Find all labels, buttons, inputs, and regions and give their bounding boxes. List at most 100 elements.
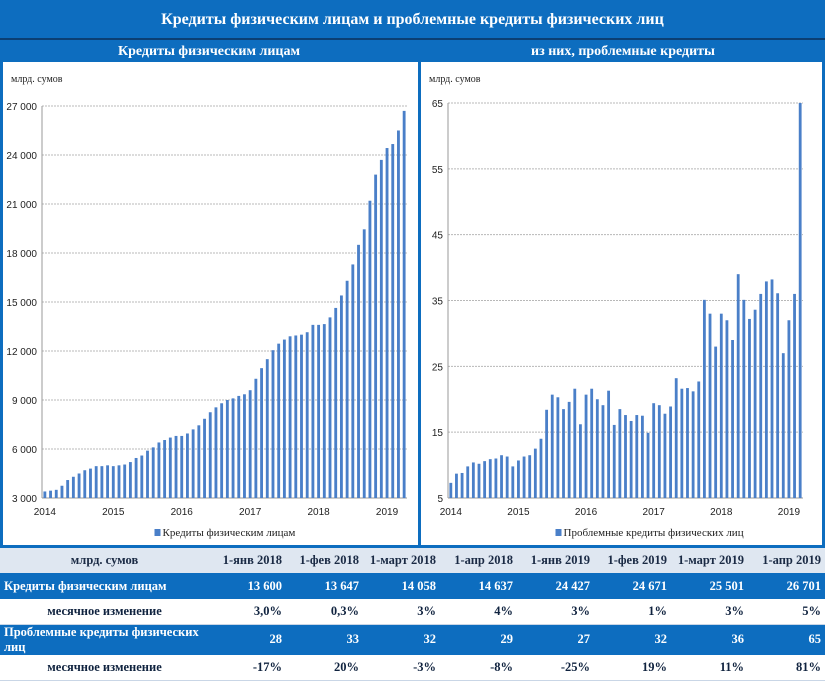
bar bbox=[629, 420, 633, 498]
x-tick-label: 2015 bbox=[102, 507, 125, 518]
bar bbox=[562, 409, 565, 498]
y-tick-label: 55 bbox=[432, 165, 444, 176]
bar bbox=[488, 459, 492, 498]
bar bbox=[680, 388, 684, 498]
bar bbox=[151, 447, 155, 498]
y-tick-label: 3 000 bbox=[12, 494, 37, 505]
table-cell: 13 600 bbox=[247, 578, 282, 593]
bar bbox=[123, 464, 127, 498]
bar bbox=[731, 340, 734, 498]
bar bbox=[214, 407, 218, 498]
bar bbox=[674, 378, 678, 498]
bar bbox=[528, 455, 532, 498]
table-cell: 0,3% bbox=[330, 603, 359, 618]
loans-chart: млрд. сумов 3 000 6 000 9 000 12 000 15 000 18… bbox=[6, 74, 407, 539]
table-cell: 27 bbox=[577, 632, 591, 647]
bar bbox=[607, 390, 611, 498]
bar bbox=[770, 279, 774, 498]
bar bbox=[584, 394, 588, 498]
bar bbox=[260, 368, 263, 498]
bar bbox=[357, 244, 360, 498]
bar bbox=[550, 394, 554, 498]
table-cell: -3% bbox=[413, 659, 436, 674]
bar bbox=[500, 455, 503, 498]
bar bbox=[624, 415, 627, 498]
problem-loans-chart: млрд. сумов 5 15 25 35 45 55 65 2014 2015 2016 2017… bbox=[429, 74, 803, 539]
bar bbox=[402, 110, 406, 498]
table-cell: 20% bbox=[334, 659, 359, 674]
loans-chart-panel: млрд. сумов 3 000 6 000 9 000 12 000 15 000 18… bbox=[3, 62, 418, 545]
table-cell: -25% bbox=[560, 659, 590, 674]
bar bbox=[471, 462, 475, 498]
problem-loans-chart-panel: млрд. сумов 5 15 25 35 45 55 65 2014 2015 2016 2017… bbox=[421, 62, 822, 545]
bar bbox=[663, 413, 667, 498]
bar bbox=[691, 391, 695, 498]
y-tick-label: 6 000 bbox=[12, 445, 37, 456]
x-tick-label: 2019 bbox=[778, 507, 801, 518]
bar bbox=[466, 466, 470, 498]
bar bbox=[455, 473, 458, 498]
bar bbox=[54, 489, 58, 498]
bar bbox=[397, 130, 400, 498]
bar bbox=[208, 412, 212, 498]
bar bbox=[601, 405, 605, 498]
bar bbox=[248, 390, 252, 498]
bar bbox=[719, 313, 723, 498]
bar bbox=[567, 401, 571, 498]
row-label: Проблемные кредиты физических лиц bbox=[4, 624, 199, 654]
y-axis-unit: млрд. сумов bbox=[429, 74, 481, 85]
bar bbox=[186, 433, 189, 498]
bar bbox=[128, 462, 132, 498]
y-tick-label: 45 bbox=[432, 231, 444, 242]
legend-swatch bbox=[555, 529, 562, 536]
bar bbox=[83, 470, 87, 498]
dashboard-title: Кредиты физическим лицам и проблемные кр… bbox=[0, 0, 825, 40]
bar bbox=[60, 485, 64, 498]
row-label: млрд. сумов bbox=[70, 553, 139, 568]
bar bbox=[305, 332, 309, 498]
bar bbox=[511, 466, 515, 498]
table-cell: 11% bbox=[719, 659, 744, 674]
table-row: месячное изменение 3,0% 0,3% 3% 4% 3% 1% 3% 5% bbox=[0, 598, 825, 625]
table-cell: 5% bbox=[802, 603, 821, 618]
bar bbox=[168, 437, 172, 498]
bar bbox=[652, 403, 656, 498]
table-row: месячное изменение -17% 20% -3% -8% -25% 19% 11… bbox=[0, 654, 825, 681]
bar bbox=[180, 435, 184, 498]
bar bbox=[787, 320, 791, 498]
bar bbox=[89, 468, 92, 498]
table-row: Кредиты физическим лицам 13 600 13 647 14 0… bbox=[0, 573, 825, 599]
bar bbox=[106, 465, 110, 498]
bar bbox=[334, 307, 338, 498]
x-tick-label: 2018 bbox=[307, 507, 330, 518]
bar bbox=[483, 461, 487, 498]
bar bbox=[590, 388, 594, 498]
right-chart-title: из них, проблемные кредиты bbox=[531, 44, 715, 59]
table-cell: 1-янв 2019 bbox=[530, 553, 590, 568]
table-cell: 3% bbox=[571, 603, 590, 618]
bar bbox=[669, 406, 672, 498]
bar bbox=[237, 395, 241, 498]
x-tick-label: 2016 bbox=[171, 507, 194, 518]
y-tick-label: 5 bbox=[437, 494, 443, 505]
table-cell: 1-апр 2018 bbox=[454, 553, 513, 568]
table-cell: 28 bbox=[269, 632, 283, 647]
bar bbox=[764, 281, 768, 498]
table-cell: 14 058 bbox=[401, 578, 436, 593]
y-tick-label: 12 000 bbox=[6, 347, 37, 358]
x-tick-label: 2015 bbox=[507, 507, 530, 518]
bar bbox=[174, 435, 178, 498]
x-tick-label: 2014 bbox=[440, 507, 463, 518]
bar bbox=[449, 482, 453, 498]
bar bbox=[533, 448, 537, 498]
bar bbox=[140, 455, 144, 498]
y-axis-unit: млрд. сумов bbox=[11, 74, 63, 85]
bar bbox=[66, 480, 70, 498]
bar bbox=[379, 159, 383, 498]
y-tick-label: 24 000 bbox=[6, 151, 37, 162]
legend-label: Проблемные кредиты физических лиц bbox=[564, 527, 744, 539]
left-chart-title: Кредиты физическим лицам bbox=[117, 44, 301, 59]
legend-label: Кредиты физическим лицам bbox=[163, 527, 296, 539]
table-cell: 1% bbox=[648, 603, 667, 618]
bar bbox=[595, 399, 599, 498]
